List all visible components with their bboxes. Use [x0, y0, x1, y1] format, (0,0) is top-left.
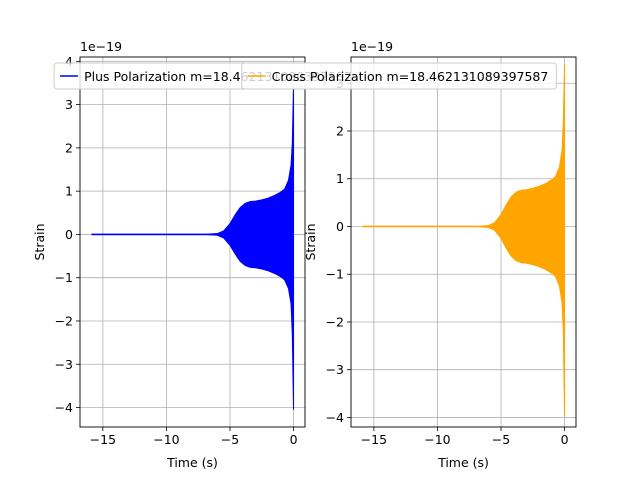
cross-legend-label: Cross Polarization m=18.462131089397587 [272, 69, 549, 84]
cross-offset-text: 1e−19 [351, 39, 393, 54]
plus-offset-text: 1e−19 [80, 39, 122, 54]
plus-ytick-label-0: −4 [55, 400, 73, 415]
cross-axes-frame [350, 56, 577, 428]
cross-ytick-label-1: −3 [326, 362, 344, 377]
cross-ytick-label-2: −2 [326, 314, 344, 329]
plus-xtick-label-2: −5 [221, 432, 239, 447]
cross-xtick-label-1: −10 [424, 432, 450, 447]
cross-xtick-label-3: 0 [561, 432, 569, 447]
plus-ytick-label-3: −1 [55, 270, 73, 285]
cross-polarization-panel: −15−10−50−4−3−2−10123Time (s)Strain1e−19… [241, 39, 577, 470]
cross-xtick-label-2: −5 [492, 432, 510, 447]
plus-ytick-label-5: 1 [65, 184, 73, 199]
cross-waveform-envelope [362, 64, 566, 416]
cross-y-axis-label: Strain [303, 223, 318, 260]
cross-x-axis-label: Time (s) [437, 455, 489, 470]
plus-xtick-label-0: −15 [90, 432, 116, 447]
cross-xtick-label-0: −15 [361, 432, 387, 447]
plus-ytick-label-2: −2 [55, 313, 73, 328]
plus-y-axis-label: Strain [32, 223, 47, 260]
plus-xtick-label-1: −10 [153, 432, 179, 447]
plus-waveform-envelope [91, 82, 295, 410]
plus-ytick-label-6: 2 [65, 140, 73, 155]
plus-ytick-label-8: 4 [65, 54, 73, 69]
cross-ytick-label-0: −4 [326, 410, 344, 425]
plus-ytick-label-1: −3 [55, 357, 73, 372]
plus-x-axis-label: Time (s) [166, 455, 218, 470]
cross-ytick-label-4: 0 [336, 219, 344, 234]
cross-ytick-label-5: 1 [336, 171, 344, 186]
cross-ytick-label-6: 2 [336, 124, 344, 139]
plus-ytick-label-4: 0 [65, 227, 73, 242]
plus-axes-frame [79, 56, 306, 428]
plus-xtick-label-3: 0 [290, 432, 298, 447]
cross-ytick-label-3: −1 [326, 267, 344, 282]
cross-legend-box [241, 62, 557, 90]
plus-ytick-label-7: 3 [65, 97, 73, 112]
